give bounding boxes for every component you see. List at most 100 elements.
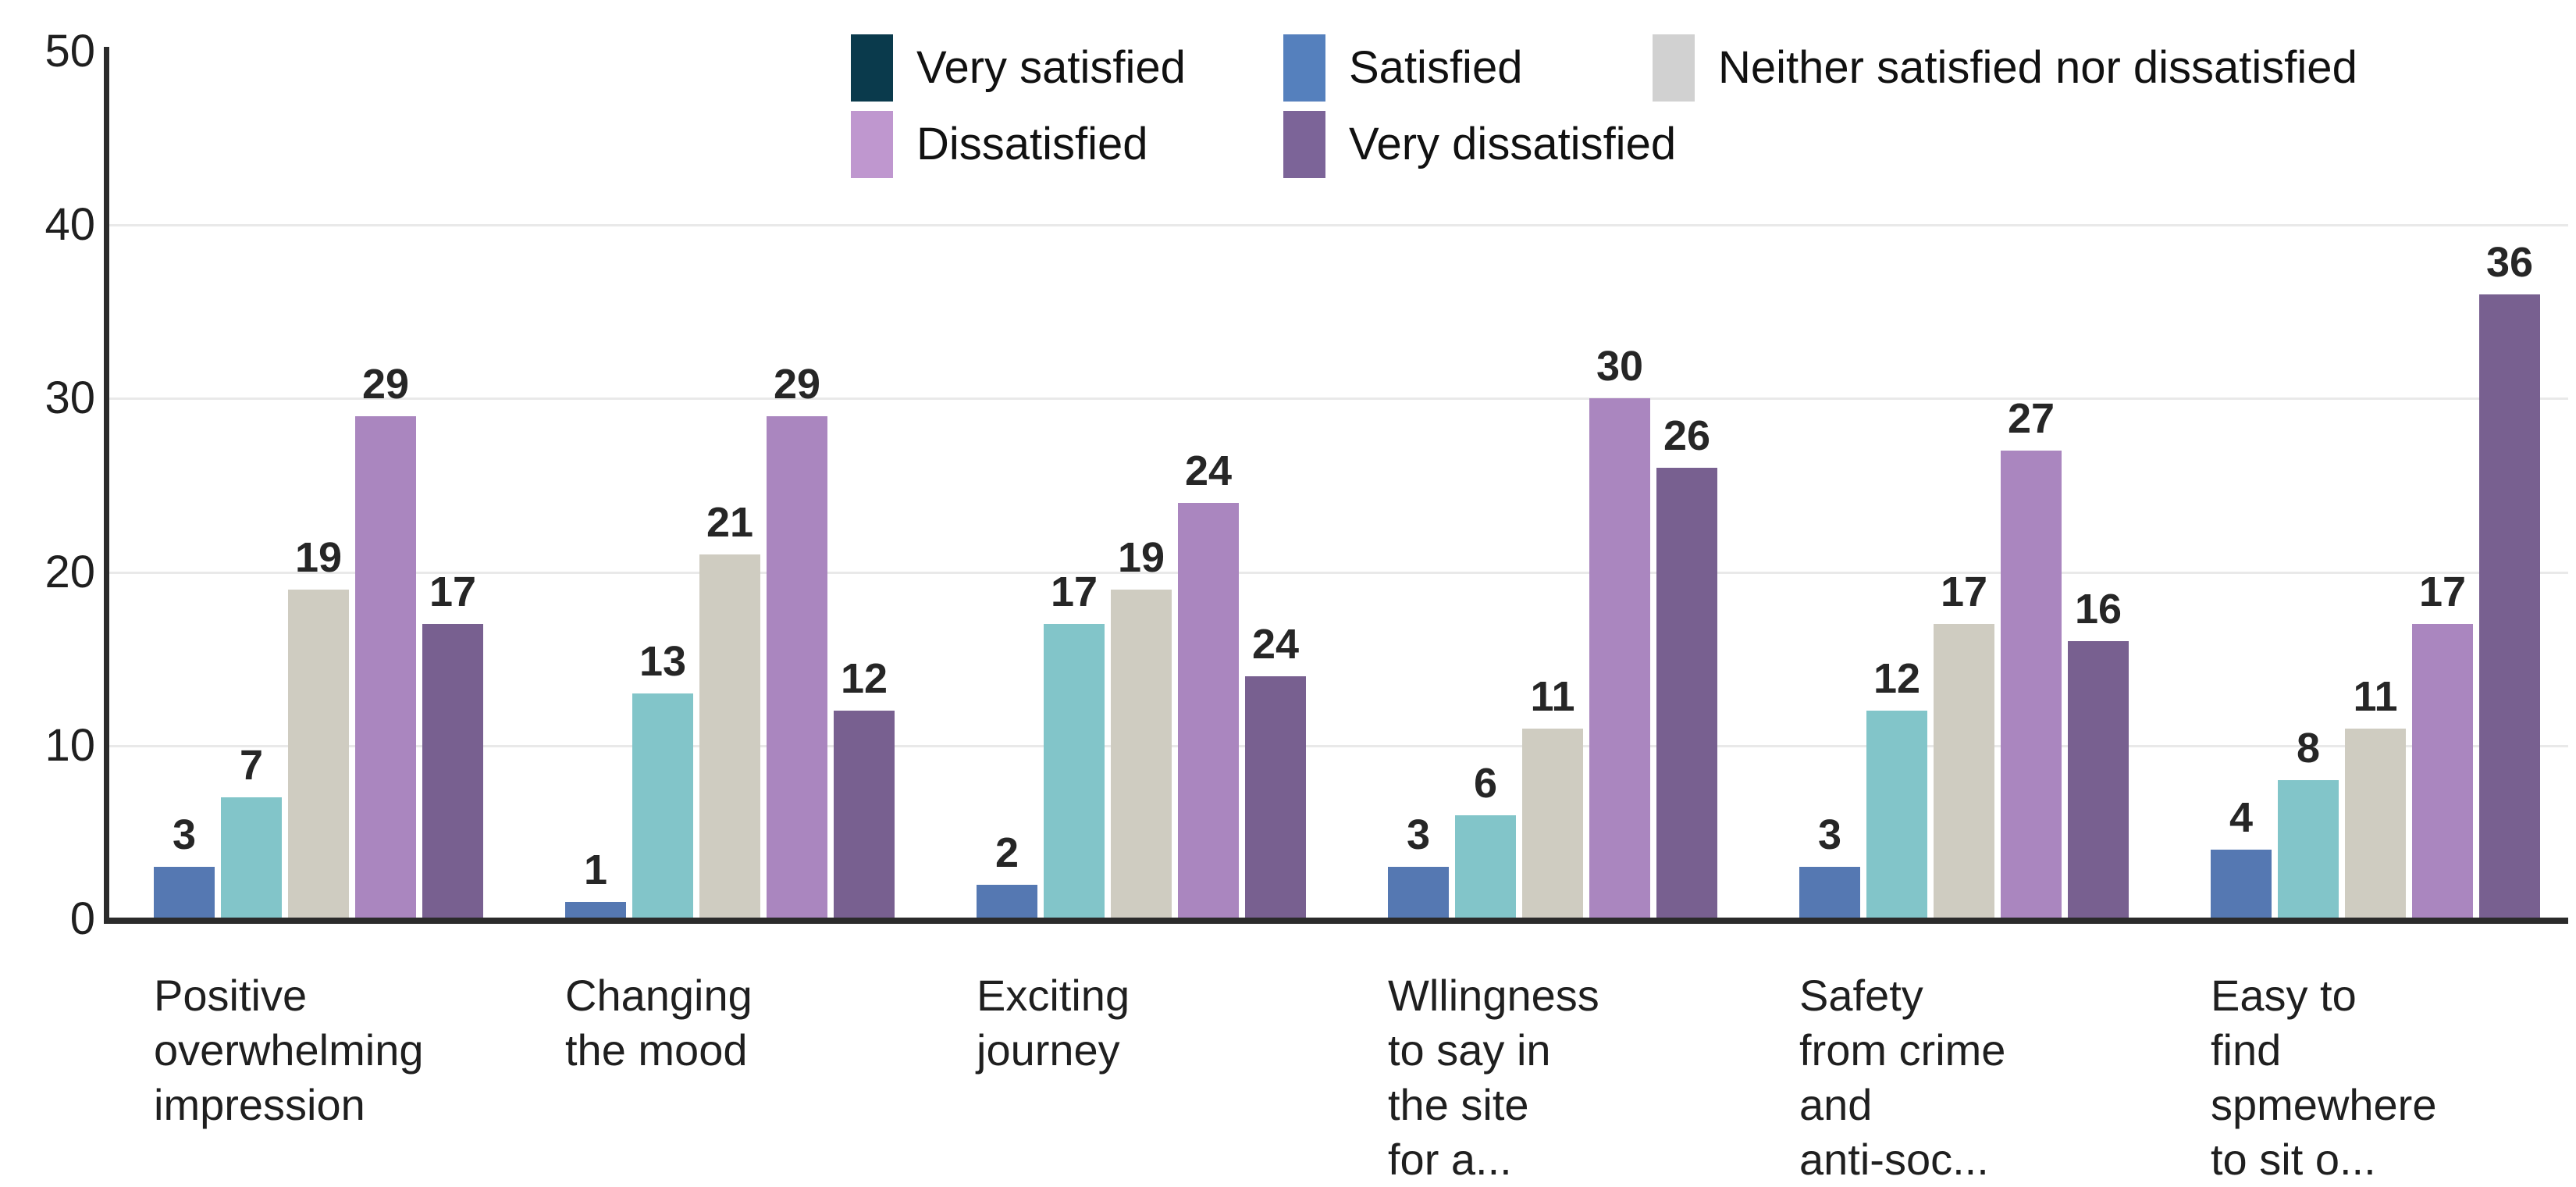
bar-satisfied-group-4 bbox=[1455, 815, 1516, 919]
bar-value-label: 11 bbox=[2353, 673, 2398, 720]
bar-value-label: 27 bbox=[2007, 395, 2055, 442]
category-label-line: to sit o... bbox=[2211, 1135, 2376, 1184]
legend-label-very-satisfied: Very satisfied bbox=[916, 42, 1186, 93]
y-tick-label-10: 10 bbox=[44, 720, 95, 771]
bar-neither-satisfied-nor-dissatisfied-group-6 bbox=[2345, 729, 2406, 919]
y-tick-label-20: 20 bbox=[44, 547, 95, 597]
bar-value-label: 21 bbox=[706, 499, 754, 546]
bar-value-label: 11 bbox=[1530, 673, 1575, 720]
bar-value-label: 19 bbox=[1117, 534, 1165, 581]
legend-swatch-very-dissatisfied bbox=[1283, 111, 1325, 178]
legend-swatch-satisfied bbox=[1283, 34, 1325, 102]
category-label-line: Easy to bbox=[2211, 971, 2357, 1020]
gridline-10 bbox=[107, 745, 2568, 747]
bar-dissatisfied-group-4 bbox=[1589, 398, 1650, 919]
bar-value-label: 24 bbox=[1251, 621, 1300, 668]
category-label-line: anti-soc... bbox=[1799, 1135, 1989, 1184]
bar-very-satisfied-group-3 bbox=[977, 885, 1037, 919]
legend-label-very-dissatisfied: Very dissatisfied bbox=[1349, 119, 1677, 169]
bar-value-label: 16 bbox=[2074, 586, 2122, 633]
bar-value-label: 24 bbox=[1184, 447, 1233, 494]
category-label-line: Changing bbox=[565, 971, 753, 1020]
bar-value-label: 8 bbox=[2296, 725, 2321, 772]
bar-value-label: 7 bbox=[239, 742, 264, 789]
bar-value-label: 17 bbox=[1940, 569, 1988, 615]
bar-value-label: 17 bbox=[1050, 569, 1098, 615]
category-label-line: find bbox=[2211, 1025, 2282, 1075]
bar-satisfied-group-2 bbox=[632, 693, 693, 919]
bar-value-label: 29 bbox=[773, 361, 821, 408]
bar-neither-satisfied-nor-dissatisfied-group-2 bbox=[699, 554, 760, 919]
category-label-line: the mood bbox=[565, 1025, 748, 1075]
bar-neither-satisfied-nor-dissatisfied-group-3 bbox=[1111, 590, 1172, 919]
bar-value-label: 19 bbox=[294, 534, 343, 581]
category-label-2: Changing the mood bbox=[565, 968, 753, 1078]
y-tick-label-30: 30 bbox=[44, 372, 95, 423]
category-label-line: and bbox=[1799, 1080, 1873, 1129]
bar-very-dissatisfied-group-3 bbox=[1245, 676, 1306, 919]
bar-neither-satisfied-nor-dissatisfied-group-1 bbox=[288, 590, 349, 919]
category-label-line: Safety bbox=[1799, 971, 1923, 1020]
bar-value-label: 3 bbox=[1817, 811, 1842, 858]
category-label-line: spmewhere bbox=[2211, 1080, 2437, 1129]
bar-satisfied-group-6 bbox=[2278, 780, 2339, 919]
bar-value-label: 12 bbox=[840, 655, 888, 702]
category-label-line: journey bbox=[977, 1025, 1120, 1075]
y-tick-label-40: 40 bbox=[44, 199, 95, 250]
bar-value-label: 3 bbox=[1406, 811, 1431, 858]
bar-value-label: 17 bbox=[429, 569, 477, 615]
bar-dissatisfied-group-2 bbox=[767, 416, 827, 919]
bar-value-label: 26 bbox=[1663, 412, 1711, 459]
category-label-line: overwhelming bbox=[154, 1025, 424, 1075]
bar-satisfied-group-3 bbox=[1044, 624, 1105, 919]
bar-very-satisfied-group-5 bbox=[1799, 867, 1860, 919]
category-label-6: Easy to find spmewhere to sit o... bbox=[2211, 968, 2436, 1187]
bar-value-label: 12 bbox=[1873, 655, 1921, 702]
bar-very-satisfied-group-4 bbox=[1388, 867, 1449, 919]
category-label-line: for a... bbox=[1388, 1135, 1512, 1184]
legend-swatch-neither-satisfied-nor-dissatisfied bbox=[1653, 34, 1695, 102]
y-axis-line bbox=[104, 47, 109, 923]
x-axis-line bbox=[104, 918, 2568, 924]
gridline-40 bbox=[107, 224, 2568, 226]
category-label-1: Positive overwhelming impression bbox=[154, 968, 424, 1132]
bar-value-label: 17 bbox=[2418, 569, 2467, 615]
bar-very-satisfied-group-2 bbox=[565, 902, 626, 919]
bar-very-dissatisfied-group-1 bbox=[422, 624, 483, 919]
bar-dissatisfied-group-1 bbox=[355, 416, 416, 919]
bar-value-label: 13 bbox=[639, 638, 687, 685]
bar-very-dissatisfied-group-6 bbox=[2479, 294, 2540, 919]
bar-neither-satisfied-nor-dissatisfied-group-4 bbox=[1522, 729, 1583, 919]
category-label-line: Exciting bbox=[977, 971, 1130, 1020]
gridline-30 bbox=[107, 397, 2568, 400]
bar-very-dissatisfied-group-4 bbox=[1656, 468, 1717, 919]
bar-dissatisfied-group-5 bbox=[2001, 451, 2062, 919]
y-tick-label-0: 0 bbox=[69, 893, 95, 944]
bar-value-label: 36 bbox=[2485, 239, 2534, 286]
category-label-line: Positive bbox=[154, 971, 308, 1020]
category-label-5: Safety from crime and anti-soc... bbox=[1799, 968, 2005, 1187]
bar-dissatisfied-group-6 bbox=[2412, 624, 2473, 919]
bar-value-label: 4 bbox=[2229, 794, 2254, 841]
bar-very-dissatisfied-group-2 bbox=[834, 711, 895, 919]
bar-dissatisfied-group-3 bbox=[1178, 503, 1239, 919]
bar-value-label: 6 bbox=[1473, 760, 1498, 807]
category-label-line: to say in bbox=[1388, 1025, 1551, 1075]
bar-value-label: 3 bbox=[172, 811, 197, 858]
legend-label-neither-satisfied-nor-dissatisfied: Neither satisfied nor dissatisfied bbox=[1718, 42, 2357, 93]
category-label-line: from crime bbox=[1799, 1025, 2006, 1075]
bar-satisfied-group-1 bbox=[221, 797, 282, 919]
category-label-line: Wllingness bbox=[1388, 971, 1599, 1020]
bar-value-label: 2 bbox=[994, 829, 1019, 876]
category-label-line: impression bbox=[154, 1080, 365, 1129]
bar-very-satisfied-group-6 bbox=[2211, 850, 2272, 919]
bar-value-label: 29 bbox=[361, 361, 410, 408]
bar-satisfied-group-5 bbox=[1866, 711, 1927, 919]
legend-label-satisfied: Satisfied bbox=[1349, 42, 1523, 93]
legend-swatch-dissatisfied bbox=[851, 111, 893, 178]
bar-very-dissatisfied-group-5 bbox=[2068, 641, 2129, 919]
category-label-4: Wllingness to say in the site for a... bbox=[1388, 968, 1599, 1187]
bar-neither-satisfied-nor-dissatisfied-group-5 bbox=[1934, 624, 1994, 919]
bar-value-label: 1 bbox=[583, 847, 608, 893]
